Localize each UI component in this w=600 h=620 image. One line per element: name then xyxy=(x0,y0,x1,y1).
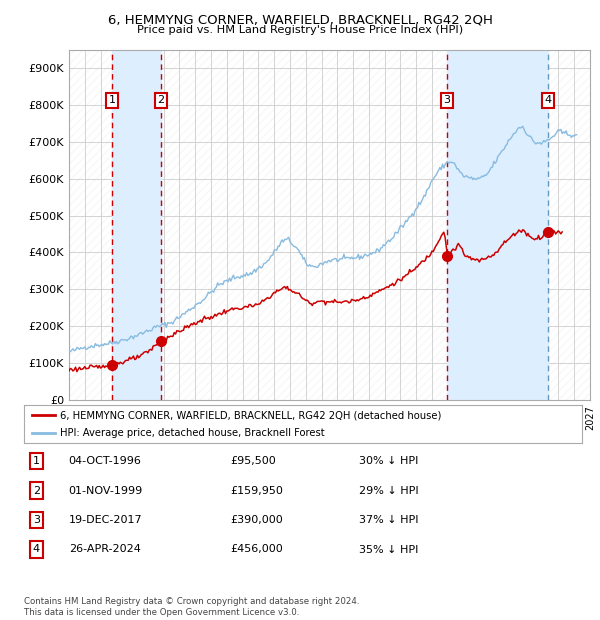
Text: £390,000: £390,000 xyxy=(230,515,283,525)
Text: 01-NOV-1999: 01-NOV-1999 xyxy=(68,485,143,495)
Text: £95,500: £95,500 xyxy=(230,456,276,466)
Text: 2: 2 xyxy=(157,95,164,105)
Text: 04-OCT-1996: 04-OCT-1996 xyxy=(68,456,142,466)
Text: 1: 1 xyxy=(109,95,116,105)
Text: 6, HEMMYNG CORNER, WARFIELD, BRACKNELL, RG42 2QH (detached house): 6, HEMMYNG CORNER, WARFIELD, BRACKNELL, … xyxy=(60,410,442,420)
Text: 4: 4 xyxy=(544,95,551,105)
Text: 37% ↓ HPI: 37% ↓ HPI xyxy=(359,515,418,525)
Text: 30% ↓ HPI: 30% ↓ HPI xyxy=(359,456,418,466)
Text: 26-APR-2024: 26-APR-2024 xyxy=(68,544,140,554)
Text: 35% ↓ HPI: 35% ↓ HPI xyxy=(359,544,418,554)
Text: 3: 3 xyxy=(443,95,451,105)
Bar xyxy=(447,50,548,400)
Text: 4: 4 xyxy=(33,544,40,554)
Text: 29% ↓ HPI: 29% ↓ HPI xyxy=(359,485,418,495)
Text: 1: 1 xyxy=(33,456,40,466)
Text: £456,000: £456,000 xyxy=(230,544,283,554)
Text: 19-DEC-2017: 19-DEC-2017 xyxy=(68,515,142,525)
Text: 3: 3 xyxy=(33,515,40,525)
Bar xyxy=(112,50,161,400)
Text: £159,950: £159,950 xyxy=(230,485,283,495)
Text: HPI: Average price, detached house, Bracknell Forest: HPI: Average price, detached house, Brac… xyxy=(60,428,325,438)
Text: Price paid vs. HM Land Registry's House Price Index (HPI): Price paid vs. HM Land Registry's House … xyxy=(137,25,463,35)
Text: 2: 2 xyxy=(33,485,40,495)
Text: 6, HEMMYNG CORNER, WARFIELD, BRACKNELL, RG42 2QH: 6, HEMMYNG CORNER, WARFIELD, BRACKNELL, … xyxy=(107,14,493,27)
Text: Contains HM Land Registry data © Crown copyright and database right 2024.
This d: Contains HM Land Registry data © Crown c… xyxy=(24,598,359,617)
